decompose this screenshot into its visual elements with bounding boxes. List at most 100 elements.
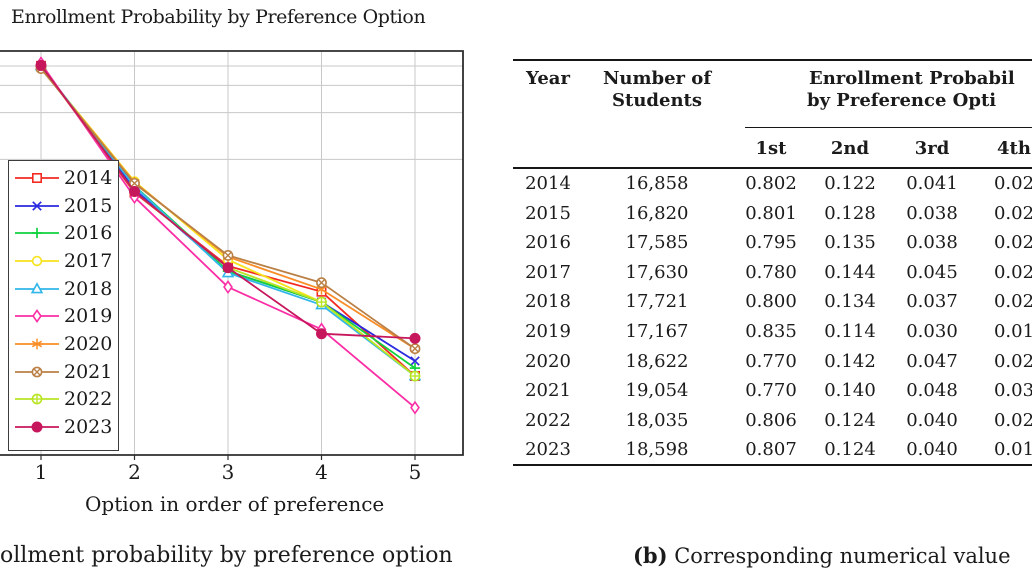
- table-cell: 0.802: [745, 173, 797, 194]
- legend-sample-circle-filled: [15, 421, 59, 433]
- table-cell: 0.135: [824, 232, 876, 254]
- circle-filled-marker: [409, 332, 421, 344]
- circle-filled-marker: [316, 328, 327, 340]
- table-cell: 0.770: [745, 380, 797, 402]
- table-cell: 18,622: [625, 350, 689, 372]
- table-cell: 0.124: [824, 439, 876, 461]
- table-cell: 0.02: [993, 232, 1032, 254]
- table-cell: 2017: [525, 261, 571, 283]
- asterisk-marker: [31, 340, 43, 348]
- legend-entry-2016: 2016: [9, 219, 118, 247]
- table-header-students-line1: Number of: [602, 68, 712, 89]
- table-rule-mid: [513, 167, 1032, 169]
- table-cmidrule: [745, 127, 1032, 129]
- table-cell: 0.041: [906, 173, 958, 194]
- table-cell: 0.048: [906, 380, 958, 402]
- table-cell: 0.02: [993, 202, 1032, 224]
- legend-label: 2016: [64, 222, 113, 245]
- enrollment-chart: 1 2 3 4 5: [0, 50, 464, 484]
- legend-label: 2023: [64, 416, 113, 439]
- table-cell: 18,598: [625, 439, 689, 461]
- table-cell: 0.045: [906, 261, 958, 283]
- legend-entry-2019: 2019: [9, 302, 118, 330]
- legend-sample-circle-x: [15, 366, 59, 378]
- legend-label: 2015: [64, 194, 113, 217]
- table-cell: 0.02: [993, 173, 1032, 194]
- table-header-students-line2: Students: [612, 90, 702, 111]
- plot-frame: [0, 50, 464, 456]
- table-cell: 0.03: [993, 380, 1032, 402]
- table-cell: 2021: [525, 380, 571, 402]
- table-cell: 2018: [525, 291, 571, 313]
- table-cell: 0.038: [906, 232, 958, 254]
- table-cell: 0.807: [745, 439, 797, 461]
- table-cell: 2023: [525, 439, 571, 461]
- circle-x-marker: [411, 345, 419, 353]
- caption-b-text: Corresponding numerical value: [667, 544, 1011, 568]
- x-marker: [410, 356, 420, 366]
- legend-entry-2023: 2023: [9, 413, 118, 441]
- table-cell: 0.835: [745, 321, 797, 342]
- table-subheader-2nd: 2nd: [830, 138, 870, 159]
- table-cell: 0.770: [745, 350, 797, 372]
- x-tick-label: 3: [222, 460, 235, 484]
- x-tick-label: 4: [315, 460, 328, 484]
- table-cell: 17,167: [625, 321, 689, 342]
- chart-legend: 2014 2015 2016 2017 2018 2019 2020 2021 2022 2023: [8, 160, 119, 451]
- table-cell: 2022: [525, 409, 571, 431]
- circle-filled-marker: [35, 59, 47, 71]
- table-cell: 2014: [525, 173, 571, 194]
- table-cell: 0.128: [824, 202, 876, 224]
- legend-entry-2015: 2015: [9, 192, 118, 220]
- table-cell: 0.040: [906, 409, 958, 431]
- table-cell: 2019: [525, 321, 571, 342]
- legend-sample-triangle-open: [15, 281, 59, 293]
- table-cell: 17,585: [625, 232, 689, 254]
- table-cell: 2020: [525, 350, 571, 372]
- legend-label: 2017: [64, 249, 113, 272]
- legend-label: 2022: [64, 388, 113, 411]
- table-rule-bottom: [513, 464, 1032, 466]
- circle-filled-marker: [31, 421, 43, 433]
- table-cell: 0.142: [824, 350, 876, 372]
- legend-label: 2018: [64, 277, 113, 300]
- table-cell: 19,054: [625, 380, 689, 402]
- table-rule-top: [513, 59, 1032, 61]
- legend-entry-2022: 2022: [9, 386, 118, 414]
- x-tick-label: 1: [35, 460, 48, 484]
- table-cell: 0.01: [993, 439, 1032, 461]
- legend-label: 2014: [64, 166, 113, 189]
- chart-title: Enrollment Probability by Preference Opt…: [11, 6, 426, 28]
- circle-x-marker: [33, 367, 41, 376]
- diamond-open-marker: [410, 400, 420, 415]
- table-cell: 0.795: [745, 232, 797, 254]
- table-header-prob-group-line1: Enrollment Probabil: [809, 68, 1015, 89]
- table-cell: 0.037: [906, 291, 958, 313]
- x-axis-label: Option in order of preference: [85, 492, 385, 516]
- x-tick-label: 2: [128, 460, 141, 484]
- legend-sample-square-open: [15, 172, 59, 183]
- legend-label: 2019: [64, 305, 113, 328]
- table-cell: 0.038: [906, 202, 958, 224]
- x-marker: [32, 200, 42, 211]
- table-cell: 0.134: [824, 291, 876, 313]
- table-header-year: Year: [526, 68, 570, 89]
- table-cell: 0.124: [824, 409, 876, 431]
- table-cell: 2016: [525, 232, 571, 254]
- circle-x-marker: [224, 251, 232, 260]
- enrollment-table: Year Number of Students Enrollment Proba…: [513, 0, 1032, 580]
- legend-sample-circle-open: [15, 255, 59, 267]
- legend-entry-2021: 2021: [9, 358, 118, 386]
- table-cell: 0.806: [745, 409, 797, 431]
- legend-sample-asterisk: [15, 338, 59, 350]
- table-cell: 0.02: [993, 409, 1032, 431]
- table-cell: 0.02: [993, 261, 1032, 283]
- table-cell: 0.02: [993, 350, 1032, 372]
- circle-x-marker: [317, 279, 326, 287]
- caption-a: ollment probability by preference option: [0, 543, 453, 568]
- table-cell: 0.02: [993, 291, 1032, 313]
- table-cell: 0.114: [824, 321, 876, 342]
- asterisk-marker: [316, 285, 327, 293]
- table-cell: 0.047: [906, 350, 958, 372]
